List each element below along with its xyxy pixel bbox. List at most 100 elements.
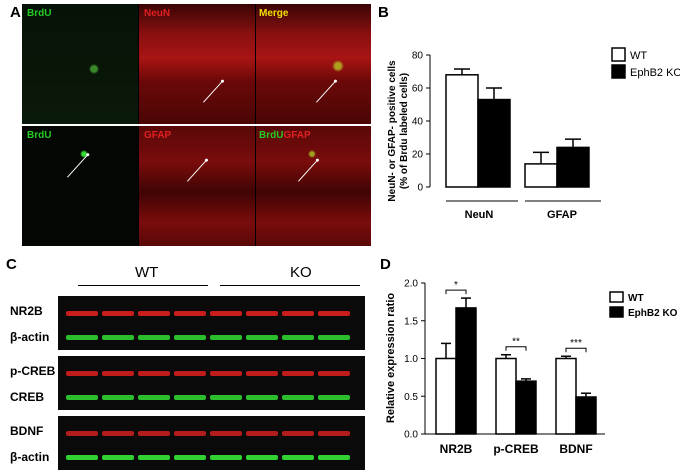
brdu-label: BrdU — [27, 8, 52, 19]
blot-band — [138, 395, 170, 400]
blot-band — [102, 395, 134, 400]
category-label-pcreb: p-CREB — [493, 442, 539, 456]
y-axis-label-line1: NeuN- or GFAP- positive cells — [387, 60, 398, 202]
blot-band — [246, 431, 278, 436]
panel-c-label: C — [6, 256, 17, 273]
significance-bracket — [445, 289, 467, 295]
blot-band — [282, 431, 314, 436]
legend-swatch-ko — [609, 306, 624, 318]
legend-swatch-ko — [611, 64, 626, 79]
merge-gfap-part: GFAP — [283, 130, 311, 141]
gfap-image — [139, 126, 255, 246]
blot-band — [174, 311, 206, 316]
blot-band — [210, 431, 242, 436]
y-tick-label: 0.5 — [404, 392, 418, 403]
group-line-wt — [78, 285, 208, 286]
blot-label-creb: CREB — [10, 390, 45, 404]
merge-brdu-part: BrdU — [259, 130, 284, 141]
blot-band — [102, 311, 134, 316]
category-label-gfap: GFAP — [547, 209, 577, 221]
microscopy-row-gfap — [22, 126, 371, 246]
brdu-gfap-label: BrdUGFAP — [259, 130, 311, 141]
blot-bdnf — [58, 416, 365, 470]
blot-band — [174, 371, 206, 376]
merge-image — [256, 4, 371, 124]
legend-swatch-wt — [609, 291, 624, 303]
blot-band — [246, 311, 278, 316]
blot-band — [66, 395, 98, 400]
blot-band — [246, 455, 278, 460]
bars: *** *** — [435, 280, 597, 435]
blot-band — [66, 455, 98, 460]
y-tick-label: 0.0 — [404, 430, 418, 441]
group-label-wt: WT — [135, 264, 159, 281]
blot-band — [138, 455, 170, 460]
blot-band — [210, 371, 242, 376]
blot-band — [318, 311, 350, 316]
significance-bracket — [505, 346, 527, 351]
category-label-bdnf: BDNF — [559, 442, 592, 456]
neun-image — [139, 4, 255, 124]
blot-band — [282, 335, 314, 340]
blot-band — [174, 395, 206, 400]
y-tick-label: 1.5 — [404, 316, 418, 327]
blot-band — [66, 311, 98, 316]
bar — [515, 380, 537, 435]
legend-swatch-wt — [611, 47, 626, 62]
y-tick-label: 1.0 — [404, 354, 418, 365]
panel-d-label: D — [380, 256, 391, 273]
blot-creb — [58, 356, 365, 410]
blot-band — [138, 371, 170, 376]
blot-band — [138, 431, 170, 436]
y-tick-label: 40 — [412, 117, 424, 128]
legend-label-ko: EphB2 KO — [630, 67, 680, 79]
y-tick-label: 60 — [412, 84, 424, 95]
neun-label: NeuN — [144, 8, 171, 19]
panel-b-label: B — [378, 4, 389, 21]
y-axis-label: Relative expression ratio — [385, 293, 397, 424]
bar — [445, 74, 479, 188]
blot-band — [318, 395, 350, 400]
blot-label-bactin: β-actin — [10, 330, 50, 344]
blot-band — [138, 335, 170, 340]
brdu-image — [22, 4, 138, 124]
blot-band — [66, 371, 98, 376]
legend-label-ko: EphB2 KO — [628, 308, 678, 319]
blot-band — [318, 335, 350, 340]
bar — [477, 98, 511, 188]
blot-nr2b — [58, 296, 365, 350]
blot-band — [174, 335, 206, 340]
panel-a-label: A — [10, 4, 21, 21]
y-tick-label: 2.0 — [404, 279, 418, 290]
blot-band — [210, 335, 242, 340]
legend-label-wt: WT — [628, 293, 644, 304]
blot-label-nr2b: NR2B — [10, 304, 43, 318]
blot-band — [282, 395, 314, 400]
blot-band — [138, 311, 170, 316]
blot-band — [318, 431, 350, 436]
group-line-ko — [220, 285, 360, 286]
blot-label-bactin-2: β-actin — [10, 450, 50, 464]
blot-band — [210, 395, 242, 400]
bar — [524, 163, 558, 188]
bar — [495, 357, 517, 435]
group-label-ko: KO — [290, 264, 312, 281]
y-ticks: 0.0 0.5 1.0 1.5 2.0 — [404, 279, 425, 441]
y-tick-label: 20 — [412, 150, 424, 161]
blot-band — [102, 455, 134, 460]
significance-stars: ** — [512, 337, 520, 348]
blot-band — [282, 455, 314, 460]
blot-band — [174, 455, 206, 460]
bar — [575, 396, 597, 435]
blot-band — [246, 335, 278, 340]
category-label-nr2b: NR2B — [440, 442, 473, 456]
blot-band — [66, 431, 98, 436]
gfap-label: GFAP — [144, 130, 172, 141]
brdu-label-2: BrdU — [27, 130, 52, 141]
blot-band — [246, 371, 278, 376]
chart-b: NeuN- or GFAP- positive cells (% of Brdu… — [387, 47, 680, 221]
microscopy-row-neun — [22, 4, 371, 124]
blot-band — [246, 395, 278, 400]
blot-band — [210, 455, 242, 460]
brdu-image-2 — [22, 126, 138, 246]
